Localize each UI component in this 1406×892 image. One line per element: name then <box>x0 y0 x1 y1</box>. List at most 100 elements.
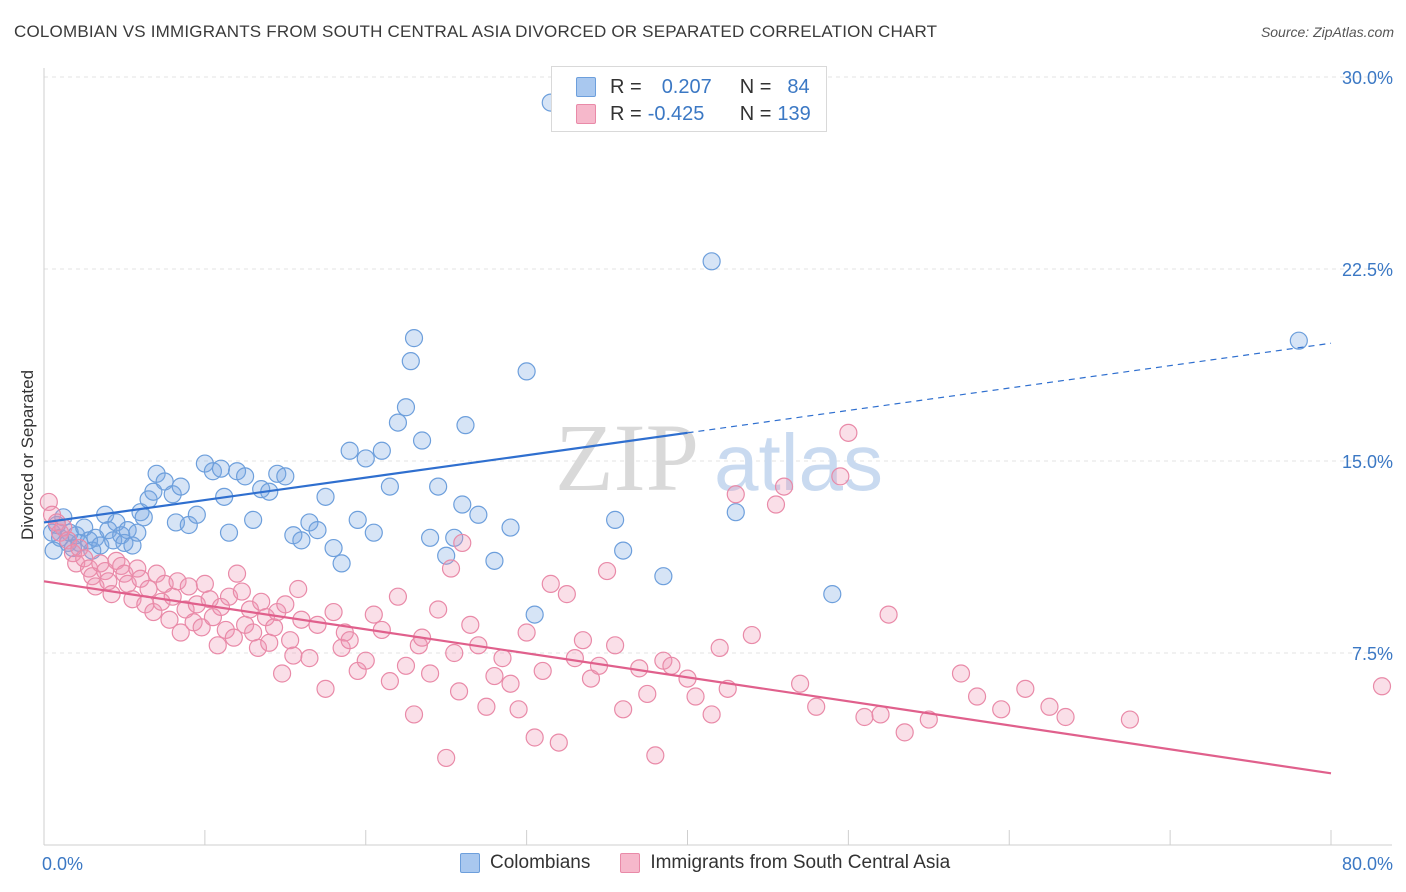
colombian-point <box>348 510 367 529</box>
legend-label: Immigrants from South Central Asia <box>650 852 951 873</box>
colombian-point <box>501 518 520 537</box>
immigrant-point <box>1016 679 1035 698</box>
x-tick-label: 80.0% <box>1342 854 1393 874</box>
series-legend: Colombians Immigrants from South Central… <box>460 852 980 874</box>
colombian-point <box>823 585 842 604</box>
colombian-point <box>292 531 311 550</box>
immigrant-point <box>128 559 147 578</box>
immigrant-point <box>75 549 94 568</box>
immigrant-point <box>1056 707 1075 727</box>
immigrant-point <box>340 631 359 650</box>
immigrant-point <box>163 587 182 606</box>
immigrant-point <box>461 615 480 634</box>
colombian-point <box>429 477 448 496</box>
y-tick-label: 30.0% <box>1342 68 1393 88</box>
trend-lines <box>43 342 1332 775</box>
immigrant-point <box>308 615 327 634</box>
immigrant-point <box>557 585 576 604</box>
colombian-point <box>244 510 263 529</box>
immigrant-point <box>662 656 681 675</box>
immigrant-point <box>774 477 794 496</box>
immigrant-point <box>192 618 211 637</box>
immigrant-point <box>429 600 448 619</box>
immigrant-point <box>581 669 601 688</box>
immigrant-point <box>272 664 292 683</box>
colombian-point <box>525 605 544 624</box>
colombian-point <box>404 329 424 348</box>
legend-swatch-blue <box>460 853 480 873</box>
immigrant-point <box>766 495 786 514</box>
immigrant-point <box>324 602 343 622</box>
immigrant-point <box>356 651 375 670</box>
stats-legend: R = 0.207 N = 84 R = -0.425 N = 139 <box>551 66 827 132</box>
colombian-point <box>606 510 625 529</box>
immigrant-point <box>606 636 625 655</box>
colombian-point <box>144 482 163 501</box>
colombian-point <box>453 495 472 514</box>
immigrant-point <box>227 564 247 583</box>
y-tick-label: 7.5% <box>1352 644 1393 664</box>
source-note: Source: ZipAtlas.com <box>1260 24 1394 40</box>
x-tick-label: 0.0% <box>42 854 83 874</box>
immigrant-point <box>597 561 617 581</box>
immigrant-point <box>276 595 295 614</box>
colombian-point <box>128 523 147 542</box>
colombians-points <box>42 93 1308 624</box>
immigrant-point <box>364 605 383 624</box>
colombian-point <box>364 523 383 542</box>
colombian-point <box>372 441 391 460</box>
immigrant-point <box>493 649 512 668</box>
immigrant-point <box>388 587 408 606</box>
watermark: ZIP atlas <box>555 404 883 511</box>
immigrant-point <box>871 705 890 724</box>
chart-title: COLOMBIAN VS IMMIGRANTS FROM SOUTH CENTR… <box>14 22 938 41</box>
immigrant-point <box>1040 697 1059 716</box>
immigrant-point <box>855 707 874 727</box>
colombian-point <box>308 521 327 540</box>
immigrant-point <box>453 533 472 553</box>
immigrant-point <box>70 538 89 558</box>
colombian-point <box>614 541 633 560</box>
immigrant-point <box>244 623 263 642</box>
immigrant-point <box>300 649 319 668</box>
immigrant-point <box>176 600 195 619</box>
y-axis-label: Divorced or Separated <box>18 370 37 540</box>
colombian-point <box>340 441 359 460</box>
n-label: N = <box>739 75 772 98</box>
immigrant-point <box>96 561 115 581</box>
colombian-point <box>134 508 153 527</box>
stats-row-immigrants: R = -0.425 N = 139 <box>576 101 811 127</box>
immigrant-point <box>160 610 179 629</box>
legend-swatch-pink <box>620 853 641 873</box>
colombian-point <box>332 554 351 573</box>
immigrant-point <box>441 559 461 578</box>
immigrant-point <box>1372 677 1392 696</box>
immigrant-point <box>449 682 469 701</box>
immigrant-point <box>107 551 126 570</box>
y-tick-label: 15.0% <box>1342 452 1393 472</box>
colombian-point <box>219 523 239 542</box>
immigrant-point <box>179 577 198 596</box>
colombian-point <box>380 477 399 496</box>
r-value: -0.425 <box>647 102 705 125</box>
immigrant-point <box>232 582 251 601</box>
immigrant-point <box>951 664 971 683</box>
colombian-point <box>356 449 375 468</box>
n-value: 139 <box>777 102 811 125</box>
immigrant-point <box>565 649 584 668</box>
watermark-atlas: atlas <box>714 418 883 507</box>
colombian-point <box>485 551 504 570</box>
colombian-point <box>469 505 488 524</box>
legend-swatch-pink <box>576 104 596 124</box>
immigrant-point <box>702 705 721 724</box>
immigrant-point <box>168 572 187 591</box>
immigrants-trend-line <box>43 580 1332 775</box>
legend-swatch-blue <box>576 77 596 97</box>
immigrant-point <box>252 592 271 611</box>
colombian-point <box>324 538 343 558</box>
immigrant-point <box>396 656 416 675</box>
immigrant-point <box>171 623 190 642</box>
colombian-point <box>401 352 420 371</box>
colombian-point <box>456 416 475 435</box>
